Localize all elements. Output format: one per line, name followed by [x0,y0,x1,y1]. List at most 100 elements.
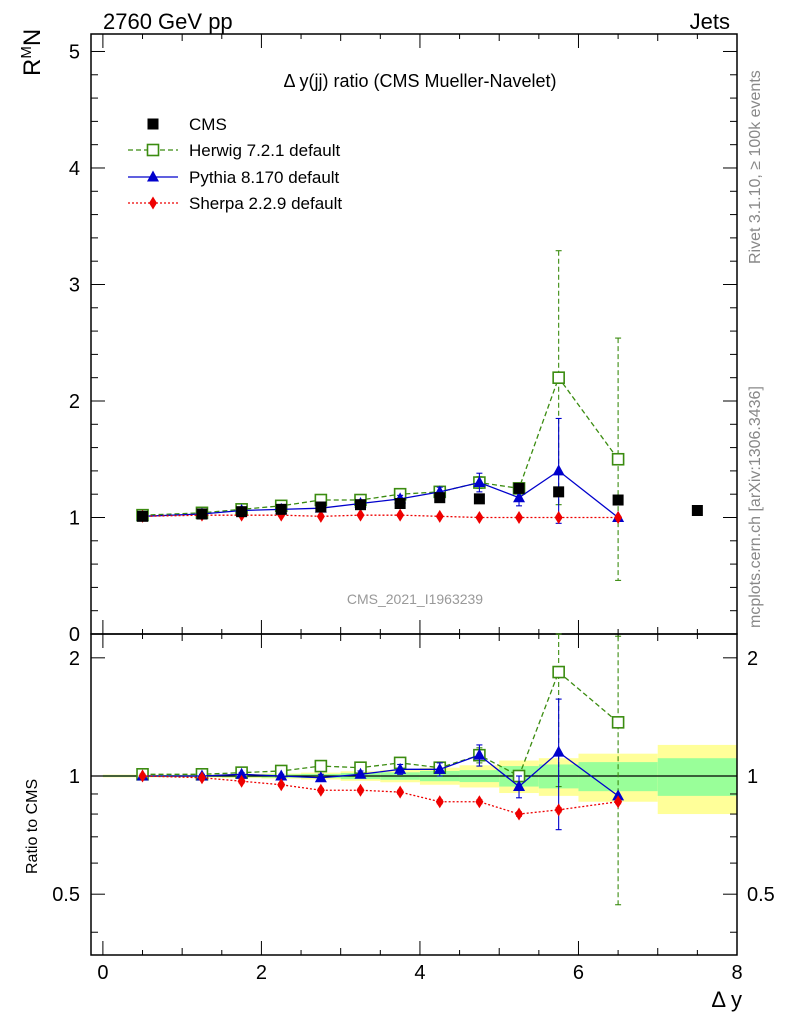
analysis-watermark: CMS_2021_I1963239 [347,591,483,607]
main-cms-point [315,501,327,513]
ratio-sherpa-point [277,778,286,792]
header-left: 2760 GeV pp [103,9,233,34]
ratio-ylabel: Ratio to CMS [24,779,41,874]
main-cms-point [434,492,446,504]
main-pythia-line [142,470,619,519]
main-cms-point [513,482,525,494]
main-herwig-point [611,452,625,466]
y-tick-label-right: 1 [747,766,758,788]
ratio-pythia-point [275,769,288,781]
ratio-pythia-point [235,767,248,779]
ratio-frame [90,633,738,956]
legend-cms-marker [147,118,159,130]
mcplots-label: mcplots.cern.ch [arXiv:1306.3436] [747,386,764,628]
legend-herwig-label: Herwig 7.2.1 default [189,141,340,160]
x-tick-label: 6 [573,962,584,984]
ratio-pythia-point [513,780,526,792]
main-herwig-point [552,371,565,384]
main-ylabel-sup: M [18,46,35,59]
ratio-pythia-line [142,751,619,797]
ratio-sherpa-point [475,795,484,809]
y-tick-label-right: 2 [747,648,758,670]
main-ylabel-text: RMN [18,29,46,76]
y-tick-label: 0.5 [52,884,80,906]
y-tick-label: 1 [69,507,80,529]
main-ylabel-r: R [19,59,46,76]
legend-pythia-marker [147,170,159,182]
ratio-herwig-point [552,665,565,679]
y-tick-label: 2 [69,648,80,670]
x-tick-label: 2 [256,962,267,984]
main-frame [90,33,738,635]
main-sherpa-point [515,510,524,524]
rivet-label: Rivet 3.1.10, ≥ 100k events [747,70,764,264]
x-axis-label: Δ y [711,987,742,1012]
main-cms-point [137,510,149,522]
main-sherpa-point [396,508,405,522]
main-pythia-point [473,476,486,488]
main-sherpa-point [614,510,623,524]
main-sherpa-point [554,510,563,524]
y-tick-label: 4 [69,158,80,180]
main-cms-point [354,499,366,511]
legend-sherpa-marker [149,196,157,210]
y-tick-label: 2 [69,391,80,413]
ratio-sherpa-line [142,775,619,815]
ratio-herwig-point [611,716,625,729]
main-cms-point [553,486,565,498]
legend-sherpa-label: Sherpa 2.2.9 default [189,194,342,213]
main-ylabel: RMN [18,29,46,76]
legend-herwig-marker [146,143,160,157]
main-cms-point [612,494,624,506]
ratio-pythia-point [394,762,407,774]
main-cms-point [196,508,208,520]
main-cms-point [473,493,485,505]
ratio-sherpa-point [435,795,444,809]
ratio-sherpa-point [316,783,325,797]
ratio-sherpa-point [356,783,365,797]
ratio-sherpa-point [396,785,405,799]
ratio-sherpa-point [554,803,563,817]
ratio-pythia-point [552,745,565,757]
y-tick-label: 1 [69,766,80,788]
x-tick-label: 8 [731,962,742,984]
main-panel: 0 1 2 3 4 5 [69,33,738,646]
main-sherpa-point [435,509,444,523]
main-sherpa-point [316,509,325,523]
main-sherpa-line [142,514,619,519]
ratio-sherpa-point [237,774,246,788]
ratio-herwig-point [314,759,328,773]
main-sherpa-point [475,510,484,524]
main-cms-point [236,506,248,518]
x-tick-label: 4 [414,962,425,984]
ratio-pythia-point [354,767,367,779]
main-sherpa-point [356,508,365,522]
main-pythia-point [513,491,526,503]
y-tick-label: 5 [69,41,80,63]
uncertainty-band-inner [657,758,737,796]
main-cms-point [394,498,406,510]
x-tick-label: 0 [97,962,108,984]
ratio-sherpa-point [614,795,623,809]
y-tick-label: 0 [69,624,80,646]
ratio-sherpa-point [197,771,206,785]
legend-cms-label: CMS [189,115,227,134]
ratio-pythia-point [612,789,625,801]
main-cms-point [691,505,703,517]
main-cms-point [275,503,287,515]
y-tick-label-right: 0.5 [747,884,775,906]
ratio-panel: 0 2 4 6 8 0.5 0.5 1 1 2 2 [52,633,775,984]
main-pythia-point [552,464,565,476]
header-right: Jets [690,9,730,34]
ratio-herwig-line [142,670,619,777]
legend: CMS Herwig 7.2.1 default Pythia 8.170 defa… [128,115,342,213]
ratio-pythia-point [314,771,327,783]
legend-pythia-label: Pythia 8.170 default [189,168,340,187]
y-tick-label: 3 [69,274,80,296]
ratio-pythia-point [473,748,486,760]
ratio-sherpa-point [138,769,147,783]
main-ylabel-sub: N [19,29,46,46]
ratio-sherpa-point [515,807,524,821]
main-herwig-line [142,376,619,516]
